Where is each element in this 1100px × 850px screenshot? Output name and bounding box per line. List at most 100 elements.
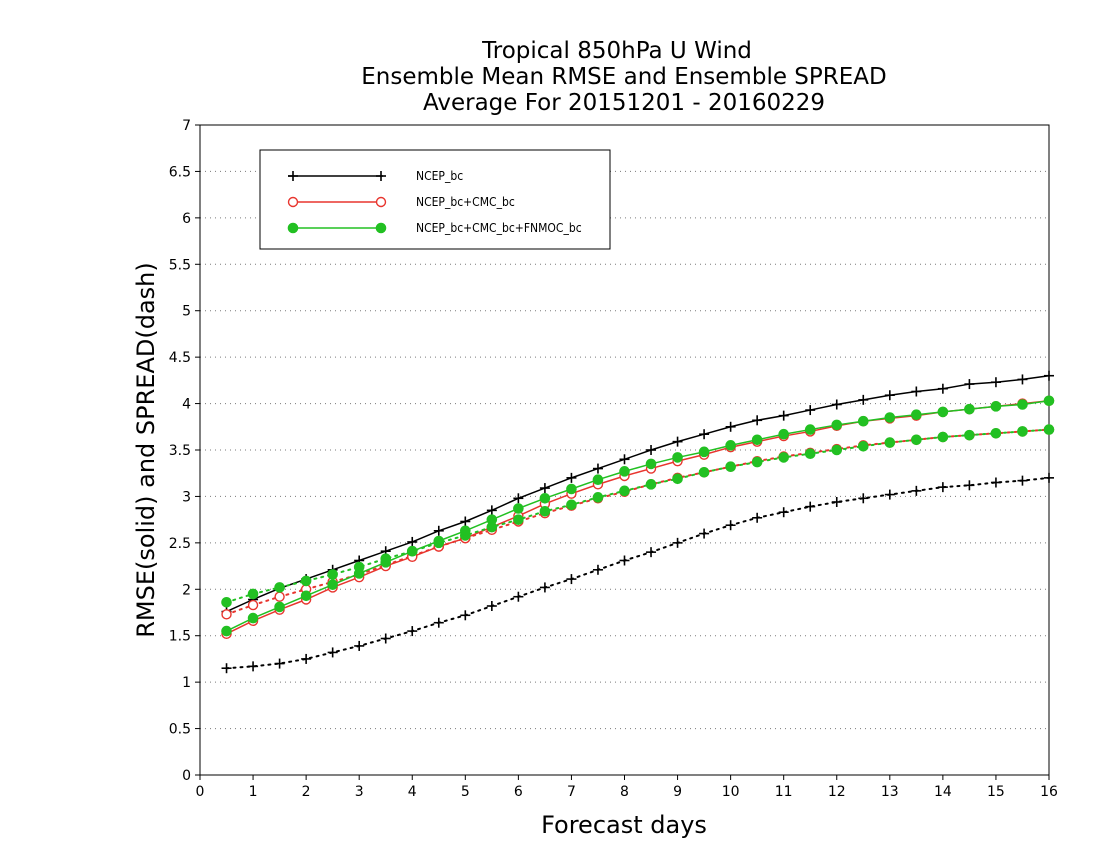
x-tick-label: 10 <box>722 784 740 800</box>
spread-point-ncep-bc-cmc-bc-fnmoc-bc <box>884 437 896 448</box>
spread-point-ncep-bc-cmc-bc-fnmoc-bc <box>831 444 843 456</box>
spread-point-ncep-bc-cmc-bc <box>274 591 285 602</box>
rmse-point-ncep-bc <box>619 454 630 465</box>
spread-point-ncep-bc <box>778 507 789 518</box>
x-tick-label: 7 <box>567 784 576 800</box>
spread-point-ncep-bc <box>646 547 657 558</box>
rmse-point-ncep-bc-cmc-bc-fnmoc-bc <box>486 514 498 525</box>
legend: NCEP_bc NCEP_bc+CMC_bc NCEP_bc+CMC_bc+FNMO… <box>259 149 611 250</box>
spread-point-ncep-bc-cmc-bc-fnmoc-bc <box>990 427 1002 439</box>
legend-marker-ncep-bc <box>376 171 386 181</box>
spread-point-ncep-bc <box>1044 472 1054 483</box>
y-tick-label: 2.5 <box>169 536 191 552</box>
rmse-line-ncep-bc <box>226 374 1050 613</box>
rmse-point-ncep-bc <box>964 379 975 390</box>
rmse-point-ncep-bc-cmc-bc-fnmoc-bc <box>672 452 683 463</box>
spread-point-ncep-bc <box>380 633 391 644</box>
rmse-point-ncep-bc-cmc-bc-fnmoc-bc <box>406 545 418 557</box>
spread-point-ncep-bc-cmc-bc-fnmoc-bc <box>300 575 312 587</box>
spread-point-ncep-bc <box>327 647 338 658</box>
rmse-point-ncep-bc-cmc-bc-fnmoc-bc <box>884 412 896 423</box>
spread-point-ncep-bc <box>752 512 763 523</box>
x-tick-label: 11 <box>775 784 793 800</box>
axes: 00.511.522.533.544.555.566.570 1 2 3 4 5 6 7 8 9 1… <box>169 118 1058 800</box>
spread-point-ncep-bc-cmc-bc <box>221 609 232 620</box>
spread-point-ncep-bc-cmc-bc-fnmoc-bc <box>725 461 736 473</box>
chart-title-line-2: Ensemble Mean RMSE and Ensemble SPREAD <box>361 64 886 90</box>
spread-point-ncep-bc <box>248 661 259 672</box>
x-tick-label: 13 <box>881 784 899 800</box>
spread-point-ncep-bc-cmc-bc-fnmoc-bc <box>566 499 577 511</box>
legend-marker-ncep-bc-cmc-bc-fnmoc-bc <box>287 222 299 234</box>
spread-point-ncep-bc-cmc-bc-fnmoc-bc <box>911 434 922 446</box>
spread-point-ncep-bc <box>858 493 869 504</box>
spread-point-ncep-bc <box>672 537 683 548</box>
rmse-point-ncep-bc-cmc-bc-fnmoc-bc <box>221 625 232 637</box>
rmse-point-ncep-bc <box>486 505 497 516</box>
y-axis-label: RMSE(solid) and SPREAD(dash) <box>132 262 160 638</box>
y-tick-label: 1 <box>182 675 191 691</box>
rmse-line-ncep-bc-cmc-bc-fnmoc-bc <box>226 400 1050 632</box>
rmse-point-ncep-bc-cmc-bc-fnmoc-bc <box>433 535 445 547</box>
spread-line-ncep-bc-cmc-bc <box>225 428 1050 616</box>
x-tick-label: 3 <box>355 784 364 800</box>
x-tick-label: 1 <box>249 784 258 800</box>
spread-point-ncep-bc-cmc-bc-fnmoc-bc <box>937 431 949 443</box>
spread-point-ncep-bc-cmc-bc-fnmoc-bc <box>857 440 869 452</box>
spread-point-ncep-bc-cmc-bc-fnmoc-bc <box>327 569 338 580</box>
spread-point-ncep-bc-cmc-bc-fnmoc-bc <box>1043 424 1055 435</box>
spread-point-ncep-bc <box>990 477 1001 488</box>
spread-point-ncep-bc-cmc-bc-fnmoc-bc <box>592 492 604 503</box>
spread-point-ncep-bc-cmc-bc-fnmoc-bc <box>698 466 710 478</box>
spread-point-ncep-bc-cmc-bc <box>247 599 259 611</box>
spread-point-ncep-bc <box>619 555 630 566</box>
rmse-point-ncep-bc-cmc-bc-fnmoc-bc <box>274 601 285 613</box>
rmse-point-ncep-bc-cmc-bc-fnmoc-bc <box>725 440 736 451</box>
y-tick-label: 5 <box>182 304 191 320</box>
chart-title: Tropical 850hPa U Wind Ensemble Mean RMS… <box>361 38 886 116</box>
rmse-point-ncep-bc <box>699 429 710 440</box>
rmse-point-ncep-bc <box>937 383 948 394</box>
rmse-point-ncep-bc <box>460 516 471 527</box>
rmse-line-ncep-bc-cmc-bc <box>226 400 1050 635</box>
rmse-point-ncep-bc-cmc-bc-fnmoc-bc <box>327 579 338 590</box>
y-tick-label: 6.5 <box>169 164 191 180</box>
rmse-point-ncep-bc <box>831 399 842 410</box>
rmse-point-ncep-bc <box>911 386 922 397</box>
rmse-point-ncep-bc-cmc-bc-fnmoc-bc <box>857 415 869 427</box>
x-tick-label: 5 <box>461 784 470 800</box>
spread-point-ncep-bc <box>699 528 710 539</box>
spread-point-ncep-bc <box>911 485 922 496</box>
spread-point-ncep-bc <box>460 610 471 621</box>
spread-point-ncep-bc <box>433 617 444 628</box>
spread-point-ncep-bc-cmc-bc-fnmoc-bc <box>619 485 630 497</box>
legend-marker-ncep-bc-cmc-bc <box>375 196 387 208</box>
y-tick-label: 0.5 <box>169 722 191 738</box>
y-tick-label: 6 <box>182 211 191 227</box>
rmse-point-ncep-bc <box>433 525 444 536</box>
spread-line-ncep-bc-cmc-bc-fnmoc-bc <box>225 428 1050 604</box>
y-tick-label: 4 <box>182 397 191 413</box>
spread-point-ncep-bc-cmc-bc-fnmoc-bc <box>513 514 524 525</box>
spread-point-ncep-bc <box>513 591 524 602</box>
spread-point-ncep-bc-cmc-bc-fnmoc-bc <box>1017 426 1028 437</box>
legend-label-ncep-bc: NCEP_bc <box>416 169 463 183</box>
spread-point-ncep-bc-cmc-bc-fnmoc-bc <box>804 448 816 460</box>
rmse-point-ncep-bc-cmc-bc-fnmoc-bc <box>380 557 392 568</box>
x-tick-label: 14 <box>934 784 952 800</box>
y-tick-label: 0 <box>182 768 191 784</box>
x-tick-label: 4 <box>408 784 417 800</box>
rmse-point-ncep-bc <box>725 421 736 432</box>
spread-point-ncep-bc <box>301 653 312 664</box>
spread-point-ncep-bc <box>539 582 550 593</box>
rmse-point-ncep-bc <box>778 410 789 421</box>
rmse-point-ncep-bc-cmc-bc-fnmoc-bc <box>964 403 975 415</box>
rmse-point-ncep-bc-cmc-bc-fnmoc-bc <box>990 401 1002 412</box>
spread-line-ncep-bc <box>225 476 1050 670</box>
x-tick-label: 9 <box>673 784 682 800</box>
rmse-point-ncep-bc <box>990 377 1001 388</box>
rmse-point-ncep-bc <box>566 472 577 483</box>
chart-title-line-1: Tropical 850hPa U Wind <box>481 38 752 64</box>
legend-marker-ncep-bc-cmc-bc <box>287 196 299 208</box>
legend-marker-ncep-bc <box>288 171 298 181</box>
